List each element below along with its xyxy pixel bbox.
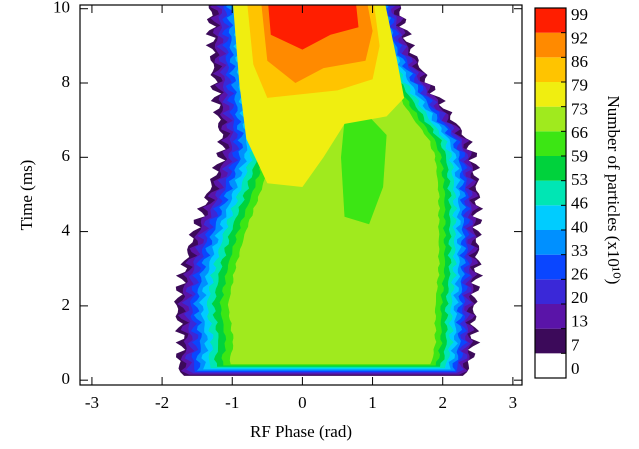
colorbar-band — [535, 205, 566, 230]
colorbar: 0 7 13 20 26 33 40 46 53 59 66 73 79 86 92 99 — [534, 5, 588, 379]
colorbar-band — [535, 180, 566, 206]
colorbar-tick-label: 79 — [571, 76, 588, 95]
colorbar-band — [535, 131, 566, 156]
x-tick-label: -3 — [85, 393, 99, 412]
colorbar-band — [535, 328, 566, 354]
colorbar-tick-label: 40 — [571, 217, 588, 236]
colorbar-band — [535, 353, 566, 378]
colorbar-tick-label: 73 — [571, 99, 588, 118]
colorbar-band — [535, 254, 566, 280]
y-tick-label: 0 — [62, 369, 71, 388]
colorbar-tick-label: 7 — [571, 335, 580, 354]
contour-region — [268, 5, 359, 50]
colorbar-tick-label: 33 — [571, 241, 588, 260]
contour-field — [174, 5, 484, 376]
plot-frame — [79, 4, 523, 386]
colorbar-tick-label: 46 — [571, 194, 588, 213]
x-axis-label: RF Phase (rad) — [250, 422, 352, 441]
colorbar-band — [535, 8, 566, 33]
contour-region — [341, 112, 387, 225]
x-tick-label: 2 — [438, 393, 447, 412]
colorbar-tick-label: 92 — [571, 29, 588, 48]
y-axis-label: Time (ms) — [17, 160, 36, 231]
y-tick-label: 10 — [53, 0, 70, 17]
colorbar-band — [535, 156, 566, 181]
y-tick-label: 8 — [62, 72, 71, 91]
colorbar-tick-label: 20 — [571, 288, 588, 307]
colorbar-tick-label: 99 — [571, 5, 588, 24]
y-tick-label: 2 — [62, 295, 71, 314]
y-tick-label: 4 — [62, 220, 71, 239]
colorbar-tick-label: 26 — [571, 265, 588, 284]
colorbar-frame — [534, 7, 567, 379]
colorbar-band — [535, 32, 566, 58]
colorbar-tick-label: 13 — [571, 312, 588, 331]
colorbar-band — [535, 82, 566, 107]
colorbar-tick-label: 53 — [571, 170, 588, 189]
colorbar-band — [535, 106, 566, 132]
colorbar-band — [535, 304, 566, 329]
colorbar-band — [535, 230, 566, 255]
colorbar-tick-label: 66 — [571, 123, 588, 142]
colorbar-tick-label: 0 — [571, 359, 580, 378]
colorbar-band — [535, 57, 566, 82]
y-tick-label: 6 — [62, 146, 71, 165]
x-tick-label: 3 — [509, 393, 518, 412]
colorbar-tick-label: 59 — [571, 147, 588, 166]
x-tick-label: 1 — [368, 393, 377, 412]
colorbar-label: Number of particles (x10¹⁰) — [604, 96, 623, 285]
colorbar-band — [535, 279, 566, 304]
x-tick-label: 0 — [298, 393, 307, 412]
x-tick-label: -1 — [225, 393, 239, 412]
x-tick-label: -2 — [155, 393, 169, 412]
colorbar-tick-label: 86 — [571, 52, 588, 71]
